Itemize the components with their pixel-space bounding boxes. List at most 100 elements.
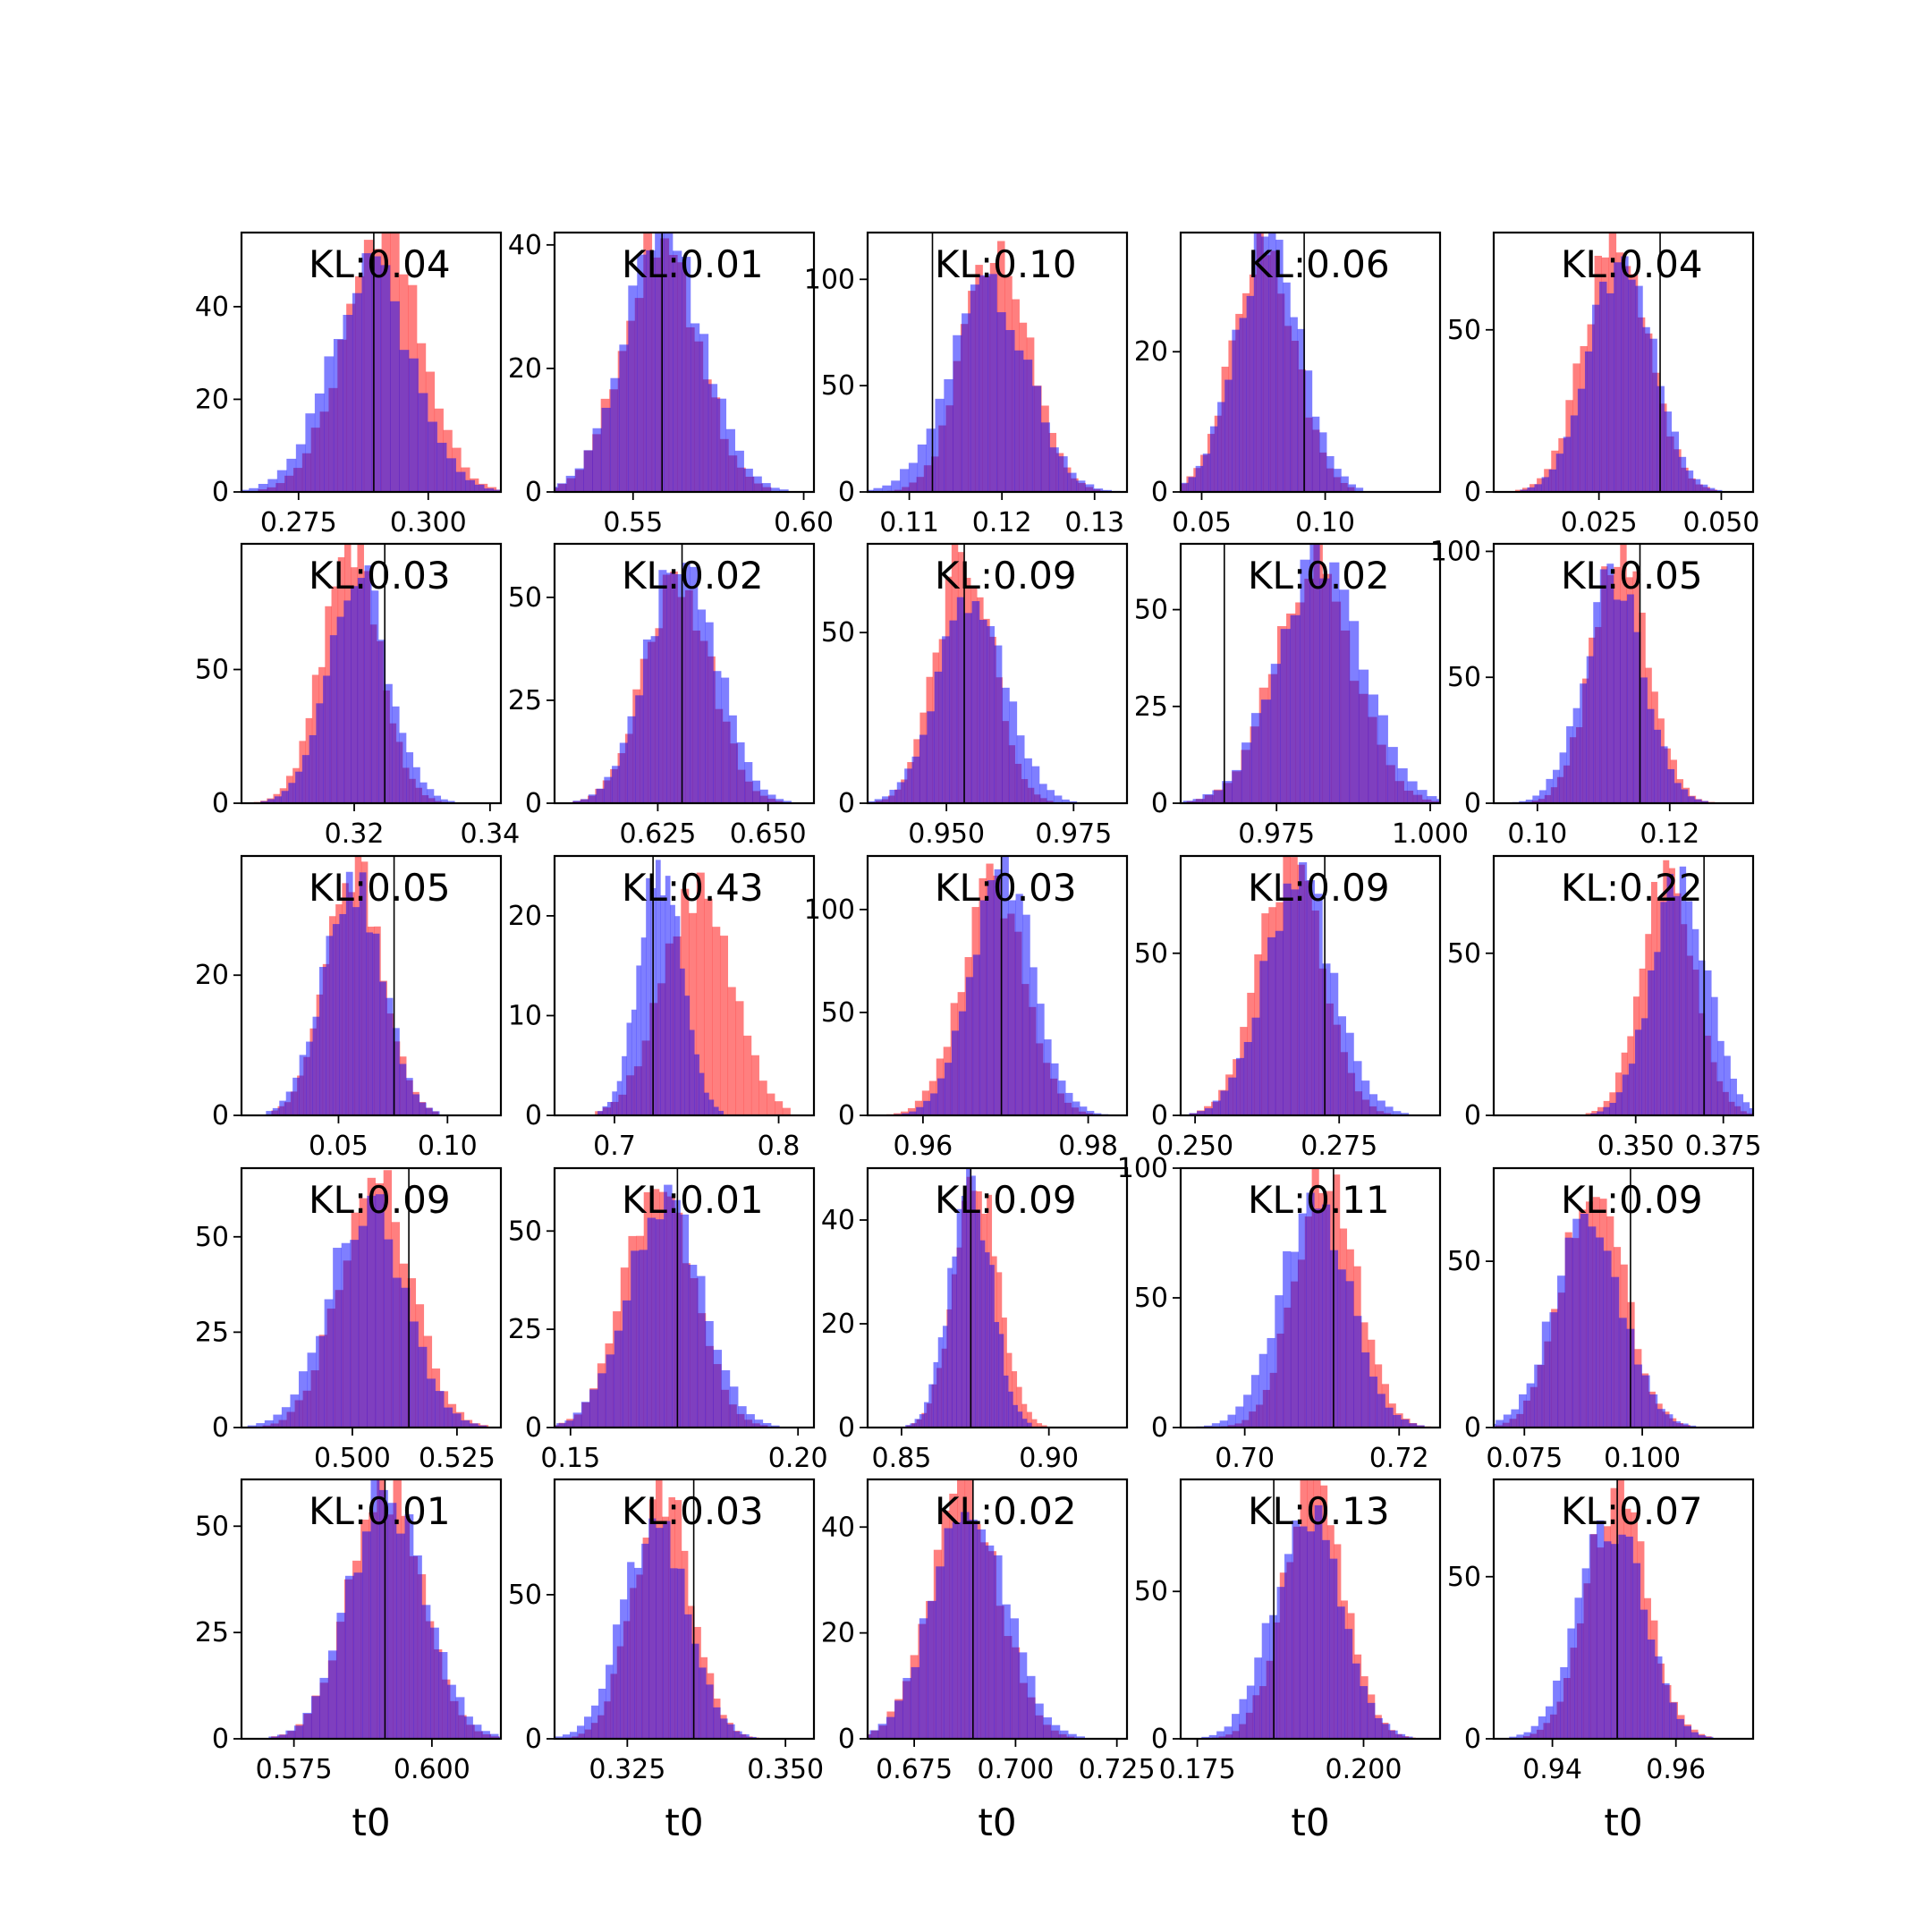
histogram-bar <box>646 877 651 1115</box>
histogram-bar <box>371 256 381 492</box>
histogram-bar <box>619 344 629 492</box>
histogram-bar <box>1254 1657 1263 1739</box>
histogram-bar <box>1253 233 1262 492</box>
histogram-bar <box>1012 1371 1018 1428</box>
histogram-bar <box>1067 472 1077 492</box>
histogram-bar <box>1076 480 1086 492</box>
histogram-bar <box>1621 256 1629 492</box>
histogram-bar <box>1520 489 1528 492</box>
histogram-bar <box>1037 1423 1043 1428</box>
histogram-bar <box>1251 1017 1260 1115</box>
y-tick-label: 100 <box>804 894 855 926</box>
histogram-bar <box>1640 677 1648 803</box>
histogram-bar <box>1059 1730 1069 1739</box>
histogram-bar <box>1202 793 1213 803</box>
histogram-panel-13: 0 50 100 0.96 0.98 KL:0.03 <box>804 854 1129 1162</box>
x-tick-label: 0.175 <box>1159 1754 1236 1785</box>
series-blue-bars <box>242 253 501 492</box>
histogram-bar <box>1417 790 1428 803</box>
histogram-bar <box>987 880 995 1115</box>
histogram-bar <box>1250 1375 1259 1428</box>
histogram-bar <box>752 780 761 803</box>
y-tick-label: 25 <box>508 685 542 716</box>
histogram-bar <box>1002 687 1010 803</box>
histogram-bar <box>1220 1090 1229 1115</box>
histogram-bar <box>333 1248 342 1428</box>
histogram-bar <box>637 254 647 492</box>
histogram-bar <box>691 1643 699 1739</box>
histogram-bar <box>1574 1597 1582 1739</box>
histogram-bar <box>639 1250 648 1428</box>
histogram-bar <box>1416 1425 1425 1428</box>
histogram-bar <box>989 1265 995 1428</box>
histogram-bar <box>647 1217 657 1428</box>
histogram-bar <box>713 1707 721 1739</box>
x-tick-label: 0.10 <box>1295 507 1355 538</box>
histogram-bar <box>555 1736 564 1739</box>
x-tick-label: 0.70 <box>1215 1443 1275 1474</box>
histogram-bar <box>971 601 980 803</box>
histogram-bar <box>699 334 709 492</box>
histogram-bar <box>1014 350 1024 492</box>
histogram-bar <box>1699 960 1706 1115</box>
histogram-bar <box>1290 1251 1300 1428</box>
histogram-bar <box>1557 1275 1565 1428</box>
histogram-bar <box>343 315 353 492</box>
axes-frame <box>240 1166 503 1429</box>
x-tick-label: 0.12 <box>1640 818 1699 850</box>
histogram-bar <box>877 1724 887 1739</box>
histogram-bar <box>713 1106 719 1115</box>
y-tick-label: 25 <box>1134 691 1168 723</box>
histogram-bar <box>1297 328 1306 492</box>
histogram-bar <box>902 1677 911 1739</box>
axes-frame <box>553 542 816 805</box>
histogram-bar <box>721 677 730 803</box>
histogram-bar <box>1596 1237 1604 1428</box>
histogram-bar <box>1590 1113 1597 1115</box>
histogram-bar <box>1641 1375 1650 1428</box>
histogram-bar <box>266 1111 274 1115</box>
histogram-bar <box>357 578 365 803</box>
histogram-bar <box>1314 1208 1323 1428</box>
kl-annotation: KL:0.05 <box>1561 554 1703 597</box>
histogram-bar <box>1385 1106 1394 1115</box>
histogram-bar <box>447 1684 456 1739</box>
histogram-bar <box>1049 447 1059 492</box>
histogram-bar <box>1232 1714 1240 1739</box>
histogram-bar <box>1375 1717 1383 1739</box>
histogram-bar <box>1322 1204 1331 1428</box>
y-tick-label: 20 <box>821 1309 855 1340</box>
histogram-bar <box>444 1407 453 1428</box>
x-tick-label: 0.72 <box>1369 1443 1429 1474</box>
histogram-bar <box>896 782 905 803</box>
histogram-panel-5: 0 50 0.025 0.050 KL:0.04 <box>1447 231 1759 538</box>
histogram-bar <box>627 716 636 803</box>
histogram-bar <box>1276 1587 1285 1739</box>
axes-frame <box>240 542 503 805</box>
x-tick-label: 0.300 <box>390 507 467 538</box>
histogram-bar <box>1022 914 1030 1115</box>
histogram-bar <box>958 1011 967 1115</box>
histogram-bar <box>469 1423 479 1428</box>
histogram-bar <box>1564 1237 1573 1428</box>
kl-annotation: KL:0.09 <box>935 1178 1077 1222</box>
histogram-bar <box>1349 621 1360 803</box>
histogram-bar <box>1085 484 1095 492</box>
axes-frame <box>1492 854 1755 1117</box>
y-tick-label: 0 <box>212 1724 229 1755</box>
x-tick-label: 0.11 <box>879 507 939 538</box>
histogram-bar <box>759 789 768 803</box>
histogram-bar <box>1330 972 1339 1115</box>
histogram-bar <box>775 1101 784 1115</box>
histogram-bar <box>1609 1102 1616 1115</box>
histogram-bar <box>419 1102 427 1115</box>
histogram-bar <box>1051 1063 1059 1115</box>
histogram-bar <box>390 301 400 492</box>
histogram-bar <box>333 338 343 492</box>
histogram-bar <box>1665 1414 1674 1428</box>
histogram-bar <box>1334 469 1342 492</box>
x-tick-label: 0.725 <box>1079 1754 1156 1785</box>
histogram-bar <box>580 1402 590 1428</box>
axes-frame <box>866 854 1129 1117</box>
y-tick-label: 0 <box>838 477 855 508</box>
